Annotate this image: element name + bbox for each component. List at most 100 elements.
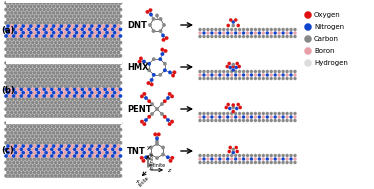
Circle shape — [25, 177, 29, 181]
Circle shape — [37, 164, 40, 168]
Circle shape — [79, 18, 82, 21]
Circle shape — [86, 18, 90, 21]
Circle shape — [46, 41, 50, 44]
Circle shape — [50, 148, 53, 151]
Circle shape — [67, 138, 71, 141]
Circle shape — [117, 18, 120, 21]
Circle shape — [79, 37, 82, 41]
Circle shape — [25, 24, 29, 28]
Circle shape — [8, 94, 12, 98]
Circle shape — [98, 57, 101, 61]
Circle shape — [282, 73, 285, 77]
Circle shape — [10, 71, 13, 75]
Circle shape — [270, 28, 273, 31]
Circle shape — [103, 74, 107, 78]
Circle shape — [237, 65, 241, 68]
Circle shape — [235, 107, 239, 110]
Circle shape — [25, 5, 29, 8]
Circle shape — [44, 91, 48, 94]
Circle shape — [39, 88, 42, 91]
Circle shape — [33, 125, 37, 128]
Circle shape — [35, 61, 39, 65]
Circle shape — [115, 34, 119, 38]
Circle shape — [113, 144, 116, 148]
Circle shape — [144, 155, 148, 159]
Circle shape — [109, 11, 113, 15]
Circle shape — [8, 88, 12, 91]
Circle shape — [12, 121, 15, 125]
Circle shape — [31, 28, 34, 31]
Circle shape — [31, 174, 34, 178]
Circle shape — [84, 61, 88, 65]
Circle shape — [96, 68, 99, 71]
Circle shape — [56, 144, 59, 148]
Circle shape — [12, 128, 15, 131]
Circle shape — [73, 128, 77, 131]
Circle shape — [73, 1, 77, 5]
Circle shape — [230, 112, 233, 115]
Circle shape — [6, 71, 10, 75]
Circle shape — [61, 14, 65, 18]
Circle shape — [99, 174, 103, 178]
Circle shape — [67, 98, 71, 101]
Circle shape — [67, 5, 71, 8]
Circle shape — [67, 177, 71, 181]
Circle shape — [27, 134, 31, 138]
Circle shape — [8, 28, 12, 31]
Circle shape — [90, 111, 94, 114]
Circle shape — [40, 151, 44, 154]
Circle shape — [77, 28, 80, 31]
Circle shape — [39, 14, 42, 18]
Circle shape — [113, 84, 116, 88]
Circle shape — [77, 54, 80, 58]
Circle shape — [52, 64, 55, 68]
Circle shape — [46, 114, 50, 118]
Circle shape — [86, 78, 90, 81]
Circle shape — [35, 174, 39, 178]
Circle shape — [42, 61, 46, 65]
Circle shape — [282, 161, 285, 164]
Circle shape — [222, 157, 226, 161]
Circle shape — [52, 98, 55, 101]
Circle shape — [155, 156, 159, 160]
Circle shape — [69, 107, 73, 111]
Circle shape — [23, 174, 27, 178]
Circle shape — [44, 64, 48, 68]
Bar — [6, 58, 122, 64]
Circle shape — [69, 74, 73, 78]
Circle shape — [230, 154, 233, 157]
Circle shape — [54, 114, 58, 118]
Circle shape — [266, 31, 269, 35]
Circle shape — [16, 114, 19, 118]
Circle shape — [113, 104, 116, 108]
Circle shape — [46, 74, 50, 78]
Circle shape — [33, 117, 37, 121]
Circle shape — [10, 5, 13, 8]
Circle shape — [56, 57, 59, 61]
Circle shape — [23, 28, 27, 31]
Circle shape — [40, 177, 44, 181]
Circle shape — [210, 161, 214, 164]
Circle shape — [35, 28, 39, 31]
Circle shape — [31, 167, 34, 171]
Circle shape — [238, 70, 241, 73]
Circle shape — [230, 35, 233, 38]
Circle shape — [103, 54, 107, 58]
Circle shape — [44, 157, 48, 161]
Circle shape — [98, 71, 101, 75]
Circle shape — [274, 115, 277, 119]
Circle shape — [274, 31, 277, 35]
Circle shape — [96, 101, 99, 104]
Circle shape — [94, 144, 98, 148]
Circle shape — [117, 84, 120, 88]
Circle shape — [52, 84, 55, 88]
Circle shape — [6, 24, 10, 28]
Circle shape — [59, 91, 63, 94]
Circle shape — [92, 161, 95, 164]
Circle shape — [46, 154, 50, 158]
Circle shape — [73, 54, 77, 58]
Circle shape — [27, 54, 31, 58]
Circle shape — [242, 35, 245, 38]
Circle shape — [80, 28, 84, 31]
Circle shape — [71, 5, 74, 8]
